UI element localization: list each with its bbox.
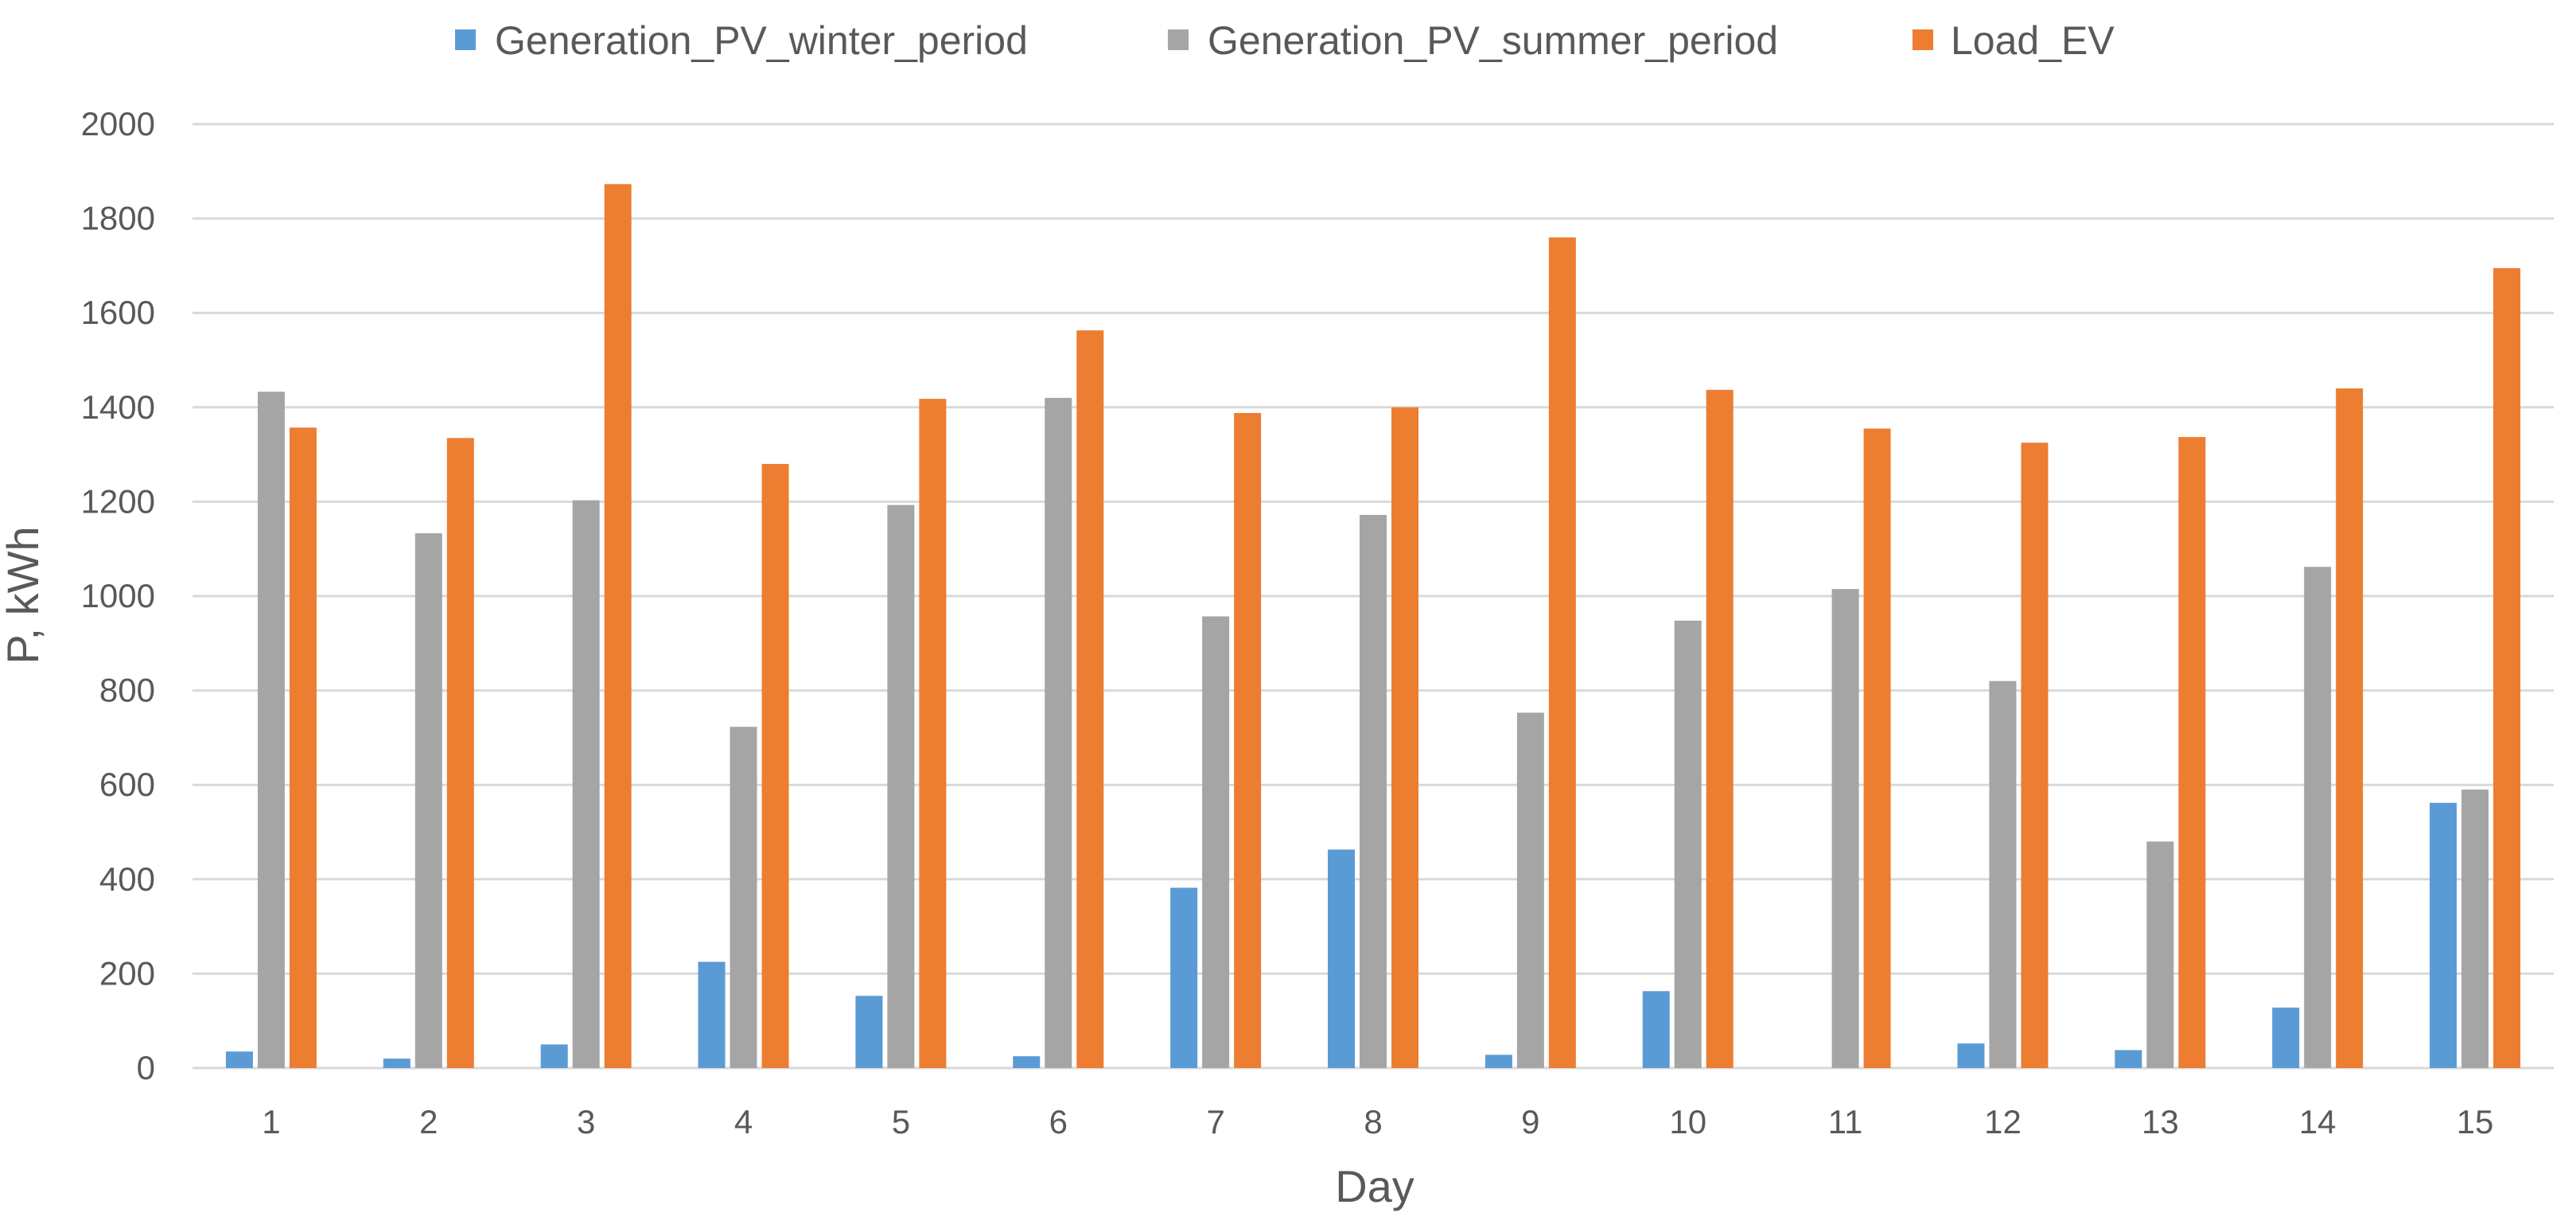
y-tick-label: 400 <box>99 860 155 898</box>
x-tick-label: 3 <box>577 1103 595 1140</box>
bar-load-day-5 <box>919 399 947 1069</box>
bar-winter-day-3 <box>540 1044 568 1068</box>
bars <box>225 184 2521 1069</box>
x-tick-label: 6 <box>1049 1103 1068 1140</box>
x-tick-label: 1 <box>262 1103 280 1140</box>
bar-summer-day-13 <box>2146 841 2174 1068</box>
bar-load-day-3 <box>604 184 632 1068</box>
bar-summer-day-2 <box>414 533 442 1068</box>
bar-load-day-13 <box>2178 437 2206 1068</box>
x-tick-label: 9 <box>1521 1103 1539 1140</box>
x-tick-label: 7 <box>1206 1103 1224 1140</box>
y-tick-label: 1200 <box>81 482 155 520</box>
bar-load-day-7 <box>1234 412 1262 1068</box>
legend-swatch-summer <box>1168 29 1189 50</box>
x-tick-label: 11 <box>1828 1103 1863 1140</box>
x-tick-label: 4 <box>734 1103 753 1140</box>
legend-label-load: Load_EV <box>1951 18 2115 63</box>
bar-summer-day-8 <box>1360 515 1387 1068</box>
bar-winter-day-15 <box>2430 802 2457 1068</box>
y-axis-title: P, kWh <box>0 526 48 664</box>
x-tick-label: 12 <box>1984 1103 2021 1140</box>
bar-load-day-9 <box>1548 237 1576 1068</box>
x-tick-label: 5 <box>892 1103 910 1140</box>
x-tick-label: 14 <box>2299 1103 2337 1140</box>
y-tick-label: 800 <box>99 672 155 709</box>
bar-summer-day-14 <box>2304 567 2332 1068</box>
bar-winter-day-9 <box>1485 1055 1512 1068</box>
y-tick-label: 200 <box>99 954 155 992</box>
y-tick-label: 1400 <box>81 388 155 426</box>
bar-winter-day-2 <box>383 1058 411 1068</box>
bar-summer-day-9 <box>1516 712 1544 1068</box>
y-tick-label: 1800 <box>81 200 155 237</box>
y-tick-label: 1000 <box>81 577 155 614</box>
x-tick-label: 8 <box>1364 1103 1382 1140</box>
x-tick-label: 2 <box>419 1103 438 1140</box>
legend-swatch-winter <box>455 29 476 50</box>
x-tick-label: 13 <box>2142 1103 2179 1140</box>
bar-load-day-15 <box>2493 267 2521 1068</box>
legend: Generation_PV_winter_period Generation_P… <box>455 18 2115 63</box>
bar-load-day-12 <box>2021 442 2049 1068</box>
bar-winter-day-13 <box>2115 1050 2142 1068</box>
bar-winter-day-14 <box>2272 1008 2300 1068</box>
x-axis-title: Day <box>1335 1161 1414 1211</box>
bar-summer-day-1 <box>257 392 285 1069</box>
y-tick-label: 2000 <box>81 105 155 142</box>
bar-winter-day-6 <box>1013 1056 1041 1068</box>
bar-summer-day-12 <box>1989 680 2017 1068</box>
legend-label-winter: Generation_PV_winter_period <box>495 18 1028 63</box>
bar-winter-day-10 <box>1642 991 1670 1068</box>
bar-summer-day-5 <box>887 505 915 1068</box>
bar-load-day-6 <box>1076 330 1104 1068</box>
bar-load-day-10 <box>1706 389 1734 1068</box>
x-axis-ticks: 1 2 3 4 5 6 7 8 9 10 11 12 13 14 15 <box>262 1103 2493 1140</box>
bar-summer-day-3 <box>572 500 600 1068</box>
bar-load-day-2 <box>446 438 474 1068</box>
bar-summer-day-7 <box>1202 616 1230 1068</box>
bar-winter-day-7 <box>1170 887 1198 1068</box>
bar-summer-day-4 <box>730 727 757 1068</box>
bar-load-day-4 <box>761 463 789 1068</box>
bar-load-day-11 <box>1863 428 1891 1068</box>
legend-swatch-load <box>1913 29 1933 50</box>
bar-load-day-14 <box>2336 388 2364 1069</box>
x-tick-label: 10 <box>1669 1103 1706 1140</box>
bar-summer-day-11 <box>1831 589 1859 1068</box>
y-tick-label: 1600 <box>81 294 155 331</box>
legend-label-summer: Generation_PV_summer_period <box>1208 18 1778 63</box>
bar-summer-day-10 <box>1674 620 1702 1068</box>
bar-winter-day-8 <box>1328 849 1355 1068</box>
bar-winter-day-1 <box>225 1051 253 1068</box>
bar-winter-day-4 <box>698 961 726 1068</box>
y-tick-label: 0 <box>137 1049 155 1086</box>
y-tick-label: 600 <box>99 766 155 803</box>
bar-load-day-8 <box>1391 407 1418 1068</box>
bar-load-day-1 <box>289 427 317 1068</box>
bar-summer-day-15 <box>2461 789 2489 1068</box>
x-tick-label: 15 <box>2457 1103 2494 1140</box>
bar-summer-day-6 <box>1045 397 1072 1068</box>
y-axis-ticks: 0 200 400 600 800 1000 1200 1400 1600 1800 2000 <box>81 105 155 1086</box>
bar-winter-day-5 <box>855 996 883 1068</box>
bar-winter-day-12 <box>1957 1043 1985 1068</box>
